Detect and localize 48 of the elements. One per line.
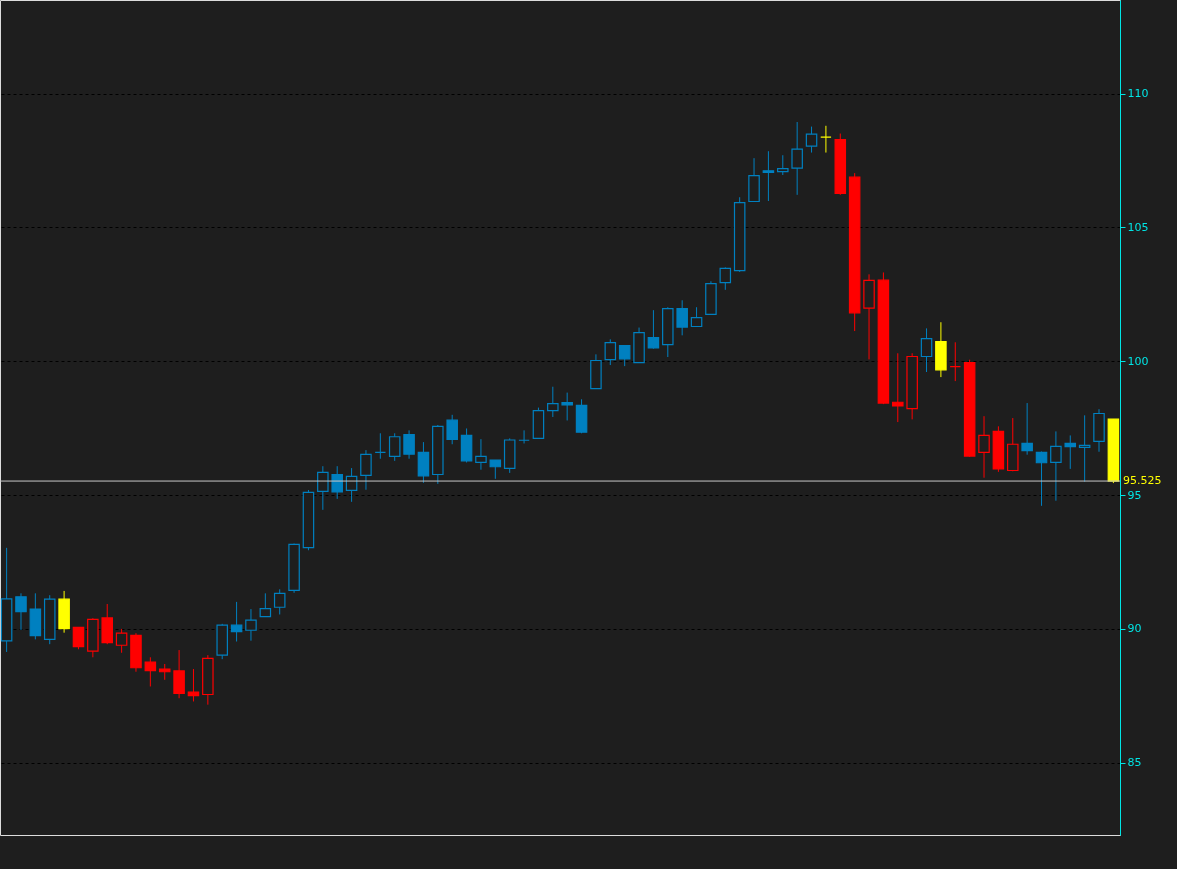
candlestick — [187, 668, 200, 702]
candlestick — [417, 441, 430, 484]
y-tick-label: 90 — [1127, 622, 1142, 636]
candlestick — [475, 438, 487, 471]
candlestick — [892, 352, 904, 423]
candlestick — [762, 150, 775, 202]
candlestick — [1064, 434, 1077, 470]
y-tick-label: 110 — [1127, 87, 1149, 101]
y-tick-label: 95 — [1127, 488, 1142, 502]
candlestick — [1035, 450, 1048, 507]
candlestick — [690, 306, 703, 328]
candlestick — [331, 465, 343, 500]
candlestick — [604, 338, 617, 366]
y-tick-label: 85 — [1127, 756, 1142, 770]
candlestick — [719, 266, 732, 291]
candlestick — [777, 154, 789, 176]
candlestick — [949, 341, 962, 382]
candlestick — [446, 414, 458, 445]
candlestick — [173, 649, 185, 699]
candlestick — [273, 588, 286, 615]
candlestick — [647, 309, 660, 350]
candlestick — [489, 459, 502, 480]
candlestick — [245, 608, 257, 642]
candlestick — [259, 592, 272, 618]
candlestick — [115, 628, 128, 654]
candlestick — [15, 592, 27, 631]
candlestick — [72, 626, 85, 650]
candlestick — [374, 432, 387, 460]
y-tick-label: 105 — [1127, 220, 1149, 234]
candlestick — [1021, 402, 1033, 456]
candlestick — [518, 429, 530, 444]
candlestick — [403, 429, 415, 460]
candlestick — [805, 126, 818, 154]
candlestick — [791, 121, 803, 196]
candlestick — [144, 656, 157, 687]
candlestick — [547, 386, 559, 418]
candlestick — [1050, 430, 1062, 502]
candlestick — [920, 327, 933, 373]
candlestick — [561, 392, 573, 421]
y-tick-label: 100 — [1127, 354, 1149, 368]
candlestick — [820, 125, 832, 154]
ref-line-label: 95.525 — [1123, 474, 1162, 488]
candlestick — [676, 299, 688, 336]
candlestick — [360, 449, 372, 491]
candlestick — [978, 415, 990, 479]
candlestick — [388, 432, 401, 462]
candlestick — [317, 465, 329, 511]
candlestick — [618, 344, 631, 367]
